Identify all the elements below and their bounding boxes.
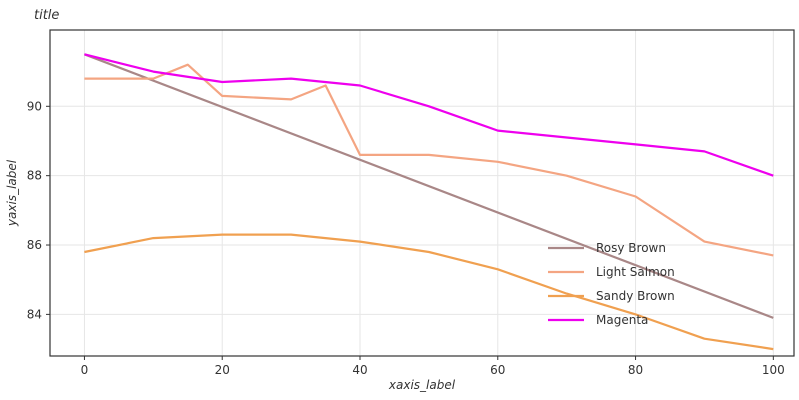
- legend-label: Sandy Brown: [596, 289, 675, 303]
- x-tick-label: 60: [490, 363, 505, 377]
- legend-label: Light Salmon: [596, 265, 675, 279]
- x-tick-label: 0: [81, 363, 89, 377]
- y-tick-label: 84: [27, 307, 42, 321]
- series-line-magenta: [84, 53, 774, 177]
- y-tick-label: 88: [27, 169, 42, 183]
- x-tick-label: 100: [762, 363, 785, 377]
- series-line-light-salmon: [84, 63, 774, 257]
- y-tick-label: 86: [27, 238, 42, 252]
- x-axis-ticks: 0 20 40 60 80 100: [81, 356, 785, 377]
- y-tick-label: 90: [27, 99, 42, 113]
- y-axis-ticks: 84 86 88 90: [27, 99, 50, 321]
- series-layer: [84, 53, 774, 351]
- x-tick-label: 20: [215, 363, 230, 377]
- legend: Rosy Brown Light Salmon Sandy Brown Magenta: [548, 241, 675, 327]
- chart-title: title: [34, 8, 59, 23]
- plot-area-frame: [49, 29, 795, 357]
- legend-label: Magenta: [596, 313, 648, 327]
- legend-label: Rosy Brown: [596, 241, 666, 255]
- grid-lines: [50, 30, 794, 356]
- series-line-sandy-brown: [84, 233, 774, 351]
- y-axis-label: yaxis_label: [5, 159, 19, 227]
- series-line-rosy-brown: [84, 53, 774, 319]
- x-tick-label: 80: [628, 363, 643, 377]
- x-tick-label: 40: [352, 363, 367, 377]
- x-axis-label: xaxis_label: [388, 378, 456, 392]
